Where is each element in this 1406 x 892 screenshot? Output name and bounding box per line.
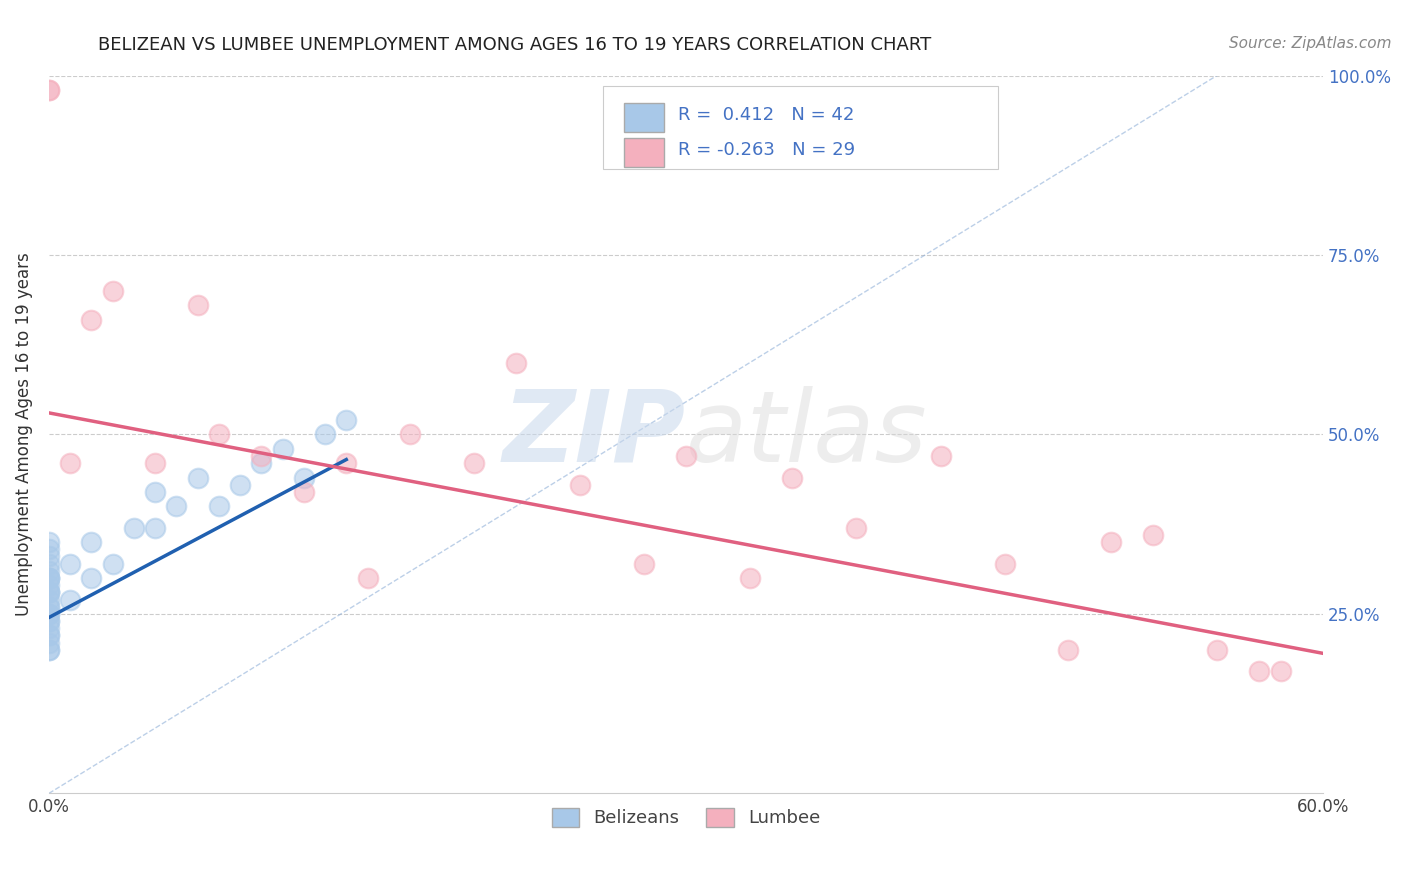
Point	[38, 571, 60, 585]
Text: R =  0.412   N = 42: R = 0.412 N = 42	[679, 106, 855, 124]
Text: R = -0.263   N = 29: R = -0.263 N = 29	[679, 141, 855, 160]
Point	[38, 621, 60, 635]
Point	[80, 571, 103, 585]
Point	[38, 635, 60, 649]
Point	[271, 442, 294, 456]
Point	[38, 564, 60, 578]
FancyBboxPatch shape	[603, 87, 998, 169]
Point	[463, 456, 485, 470]
Point	[399, 427, 422, 442]
Point	[38, 628, 60, 642]
Point	[187, 470, 209, 484]
Point	[38, 571, 60, 585]
Point	[59, 557, 82, 571]
Point	[675, 449, 697, 463]
Point	[143, 484, 166, 499]
Point	[38, 642, 60, 657]
Point	[143, 521, 166, 535]
Point	[229, 477, 252, 491]
Text: BELIZEAN VS LUMBEE UNEMPLOYMENT AMONG AGES 16 TO 19 YEARS CORRELATION CHART: BELIZEAN VS LUMBEE UNEMPLOYMENT AMONG AG…	[98, 36, 932, 54]
Point	[1270, 665, 1292, 679]
Point	[1142, 528, 1164, 542]
Point	[780, 470, 803, 484]
Point	[187, 298, 209, 312]
Point	[335, 456, 357, 470]
Point	[250, 456, 273, 470]
Point	[38, 535, 60, 549]
Point	[356, 571, 378, 585]
Point	[38, 642, 60, 657]
Text: atlas: atlas	[686, 386, 928, 483]
Point	[38, 585, 60, 599]
Point	[1057, 642, 1080, 657]
Point	[38, 607, 60, 621]
Point	[80, 312, 103, 326]
Point	[633, 557, 655, 571]
Text: ZIP: ZIP	[503, 386, 686, 483]
Point	[292, 470, 315, 484]
Point	[292, 484, 315, 499]
Point	[38, 571, 60, 585]
Point	[59, 592, 82, 607]
Point	[568, 477, 591, 491]
Point	[208, 427, 231, 442]
Point	[994, 557, 1017, 571]
Point	[38, 578, 60, 592]
Point	[929, 449, 952, 463]
Point	[335, 413, 357, 427]
Point	[845, 521, 868, 535]
Point	[38, 614, 60, 628]
Point	[122, 521, 145, 535]
Point	[38, 83, 60, 97]
Point	[505, 356, 527, 370]
Point	[38, 607, 60, 621]
Point	[143, 456, 166, 470]
Point	[38, 549, 60, 564]
Point	[38, 628, 60, 642]
Point	[101, 284, 124, 298]
Point	[314, 427, 336, 442]
FancyBboxPatch shape	[624, 103, 665, 131]
Point	[38, 599, 60, 614]
Point	[1206, 642, 1229, 657]
Point	[250, 449, 273, 463]
Point	[59, 456, 82, 470]
Text: Source: ZipAtlas.com: Source: ZipAtlas.com	[1229, 36, 1392, 51]
Point	[101, 557, 124, 571]
FancyBboxPatch shape	[624, 138, 665, 167]
Point	[165, 500, 187, 514]
Y-axis label: Unemployment Among Ages 16 to 19 years: Unemployment Among Ages 16 to 19 years	[15, 252, 32, 616]
Point	[38, 542, 60, 557]
Point	[38, 557, 60, 571]
Point	[38, 592, 60, 607]
Legend: Belizeans, Lumbee: Belizeans, Lumbee	[544, 801, 828, 835]
Point	[80, 535, 103, 549]
Point	[38, 599, 60, 614]
Point	[38, 614, 60, 628]
Point	[208, 500, 231, 514]
Point	[1249, 665, 1271, 679]
Point	[38, 83, 60, 97]
Point	[1099, 535, 1122, 549]
Point	[38, 585, 60, 599]
Point	[38, 585, 60, 599]
Point	[738, 571, 761, 585]
